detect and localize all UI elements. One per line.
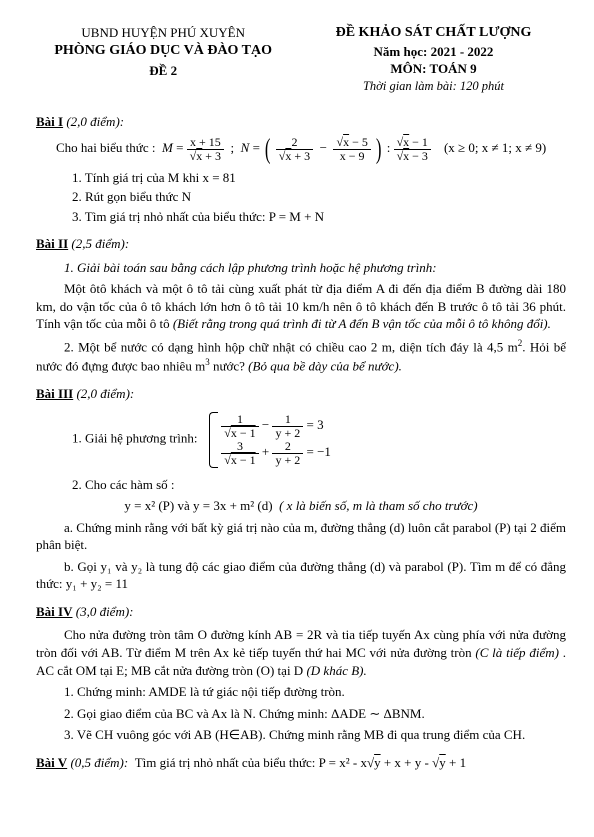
b3-fns-text: y = x² (P) và y = 3x + m² (d) [124, 498, 272, 513]
section-4-points: (3,0 điểm): [76, 604, 134, 619]
b4-i2b: ΔBNM. [384, 706, 425, 721]
b1-expressions: Cho hai biểu thức : M = x + 15 √x + 3 ; … [56, 136, 566, 162]
issuer-line: UBND HUYỆN PHÚ XUYÊN [36, 24, 290, 42]
section-4-title: Bài IV [36, 604, 72, 619]
b3-s2b-num: 2 [272, 440, 303, 454]
b2-p1-note: (Biết rằng trong quá trình đi từ A đến B… [173, 316, 551, 331]
b2-p1: Một ôtô khách và một ô tô tải cùng xuất … [36, 280, 566, 333]
b3-sys-row1: 1 √x − 1 − 1 y + 2 = 3 [221, 413, 331, 439]
b3-functions: y = x² (P) và y = 3x + m² (d) ( x là biế… [36, 497, 566, 515]
b3-s1-eq: = 3 [307, 417, 324, 432]
section-3-points: (2,0 điểm): [76, 386, 134, 401]
b1-N-f2: √x − 5 x − 9 [333, 136, 370, 162]
b1-N-f1-den: √x + 3 [276, 150, 313, 163]
b5-tail: + 1 [446, 755, 466, 770]
section-5-title: Bài V [36, 755, 67, 770]
b3-s1b-num: 1 [272, 413, 303, 427]
rparen-icon: ) [376, 140, 382, 160]
b1-M-label: M [162, 140, 173, 155]
b1-N-f3-den: √x − 3 [394, 150, 431, 163]
b3-s2a-num: 3 [221, 440, 258, 454]
b3-s1b-den: y + 2 [272, 427, 303, 440]
section-3-head: Bài III (2,0 điểm): [36, 385, 566, 403]
lparen-icon: ( [265, 140, 271, 160]
b4-item-3: 3. Vẽ CH vuông góc với AB (H∈AB). Chứng … [36, 726, 566, 744]
b3-s1a-den-sqrt: x − 1 [231, 426, 256, 440]
b1-item-3: 3. Tìm giá trị nhỏ nhất của biểu thức: P… [72, 208, 566, 226]
b3-part-b: b. Gọi y₁ và y₂ là tung độ các giao điểm… [36, 558, 566, 593]
b1-N-f1: 2 √x + 3 [276, 136, 313, 162]
b1-N-f2-den: x − 9 [333, 150, 370, 163]
school-year: Năm học: 2021 - 2022 [301, 43, 566, 61]
b2-p2: 2. Một bể nước có dạng hình hộp chữ nhật… [36, 337, 566, 375]
subject-line: MÔN: TOÁN 9 [301, 60, 566, 78]
b1-M-den: √x + 3 [187, 150, 224, 163]
section-1-head: Bài I (2,0 điểm): [36, 113, 566, 131]
b3-sys-row2: 3 √x − 1 + 2 y + 2 = −1 [221, 440, 331, 466]
b1-N-label: N [241, 140, 250, 155]
b4-p1-note1: (C là tiếp điểm) [475, 645, 559, 660]
b1-N-f3: √x − 1 √x − 3 [394, 136, 431, 162]
section-2-title: Bài II [36, 236, 68, 251]
b1-cho-label: Cho hai biểu thức : [56, 140, 155, 155]
b1-N-f1-den-tail: + 3 [291, 149, 310, 163]
b3-s2a-den: √x − 1 [221, 454, 258, 467]
b3-i1-label: 1. Giải hệ phương trình: [72, 431, 198, 446]
similar-icon: ∼ [369, 706, 380, 721]
b3-s1b: 1 y + 2 [272, 413, 303, 439]
b5-mid: + x + y - [381, 755, 433, 770]
b3-item-1: 1. Giải hệ phương trình: 1 √x − 1 − 1 y … [72, 408, 566, 471]
b4-p1-note2: (D khác B). [306, 663, 366, 678]
b4-i2a: 2. Gọi giao điểm của BC và Ax là N. Chứn… [64, 706, 369, 721]
department-line: PHÒNG GIÁO DỤC VÀ ĐÀO TẠO [36, 42, 290, 61]
b1-N-f1-num: 2 [276, 136, 313, 150]
b2-p2c: nước? [210, 358, 248, 373]
b1-item-1: 1. Tính giá trị của M khi x = 81 [72, 169, 566, 187]
b3-s2b: 2 y + 2 [272, 440, 303, 466]
b3-fns-note: ( x là biến số, m là tham số cho trước) [279, 498, 478, 513]
b1-M-den-tail: + 3 [202, 149, 221, 163]
section-2-points: (2,5 điểm): [71, 236, 129, 251]
b3-s2a-den-sqrt: x − 1 [231, 453, 256, 467]
section-1-title: Bài I [36, 114, 63, 129]
b1-condition: (x ≥ 0; x ≠ 1; x ≠ 9) [444, 140, 546, 155]
b3-s2b-den: y + 2 [272, 454, 303, 467]
exam-code: ĐỀ 2 [36, 62, 290, 80]
b3-item-2: 2. Cho các hàm số : [72, 476, 566, 494]
b2-p2a: 2. Một bể nước có dạng hình hộp chữ nhật… [64, 339, 518, 354]
b1-N-f3-num: √x − 1 [394, 136, 431, 150]
b4-item-1: 1. Chứng minh: AMDE là tứ giác nội tiếp … [36, 683, 566, 701]
doc-header: UBND HUYỆN PHÚ XUYÊN PHÒNG GIÁO DỤC VÀ Đ… [36, 24, 566, 95]
b1-N-f2-num: √x − 5 [333, 136, 370, 150]
b3-system: 1 √x − 1 − 1 y + 2 = 3 3 √x − 1 + 2 y + … [207, 412, 331, 467]
b2-p2-note: (Bỏ qua bề dày của bể nước). [248, 358, 402, 373]
exam-title: ĐỀ KHẢO SÁT CHẤT LƯỢNG [301, 24, 566, 43]
duration-line: Thời gian làm bài: 120 phút [301, 78, 566, 95]
b1-N-f2-num-tail: − 5 [349, 135, 368, 149]
b1-N-f3-num-tail: − 1 [409, 135, 428, 149]
b1-M-num: x + 15 [187, 136, 224, 150]
section-5-points: (0,5 điểm): [70, 755, 128, 770]
header-left: UBND HUYỆN PHÚ XUYÊN PHÒNG GIÁO DỤC VÀ Đ… [36, 24, 290, 95]
section-3-title: Bài III [36, 386, 73, 401]
b3-s1a-num: 1 [221, 413, 258, 427]
b4-item-2: 2. Gọi giao điểm của BC và Ax là N. Chứn… [36, 705, 566, 723]
b1-items: 1. Tính giá trị của M khi x = 81 2. Rút … [72, 169, 566, 226]
b1-N-f3-den-tail: − 3 [409, 149, 428, 163]
b3-part-a: a. Chứng minh rằng với bất kỳ giá trị nà… [36, 519, 566, 554]
b3-s2a: 3 √x − 1 [221, 440, 258, 466]
section-5-head: Bài V (0,5 điểm): Tìm giá trị nhỏ nhất c… [36, 754, 566, 772]
b3-s1a: 1 √x − 1 [221, 413, 258, 439]
b3-s2-eq: = −1 [307, 445, 331, 460]
b1-M-frac: x + 15 √x + 3 [187, 136, 224, 162]
section-4-head: Bài IV (3,0 điểm): [36, 603, 566, 621]
section-2-head: Bài II (2,5 điểm): [36, 235, 566, 253]
b2-sub1: 1. Giải bài toán sau bằng cách lập phươn… [36, 259, 566, 277]
b5-text: Tìm giá trị nhỏ nhất của biểu thức: P = … [135, 755, 367, 770]
section-1-points: (2,0 điểm): [66, 114, 124, 129]
header-right: ĐỀ KHẢO SÁT CHẤT LƯỢNG Năm học: 2021 - 2… [301, 24, 566, 95]
b4-p1: Cho nửa đường tròn tâm O đường kính AB =… [36, 626, 566, 679]
b3-s1a-den: √x − 1 [221, 427, 258, 440]
b1-item-2: 2. Rút gọn biểu thức N [72, 188, 566, 206]
